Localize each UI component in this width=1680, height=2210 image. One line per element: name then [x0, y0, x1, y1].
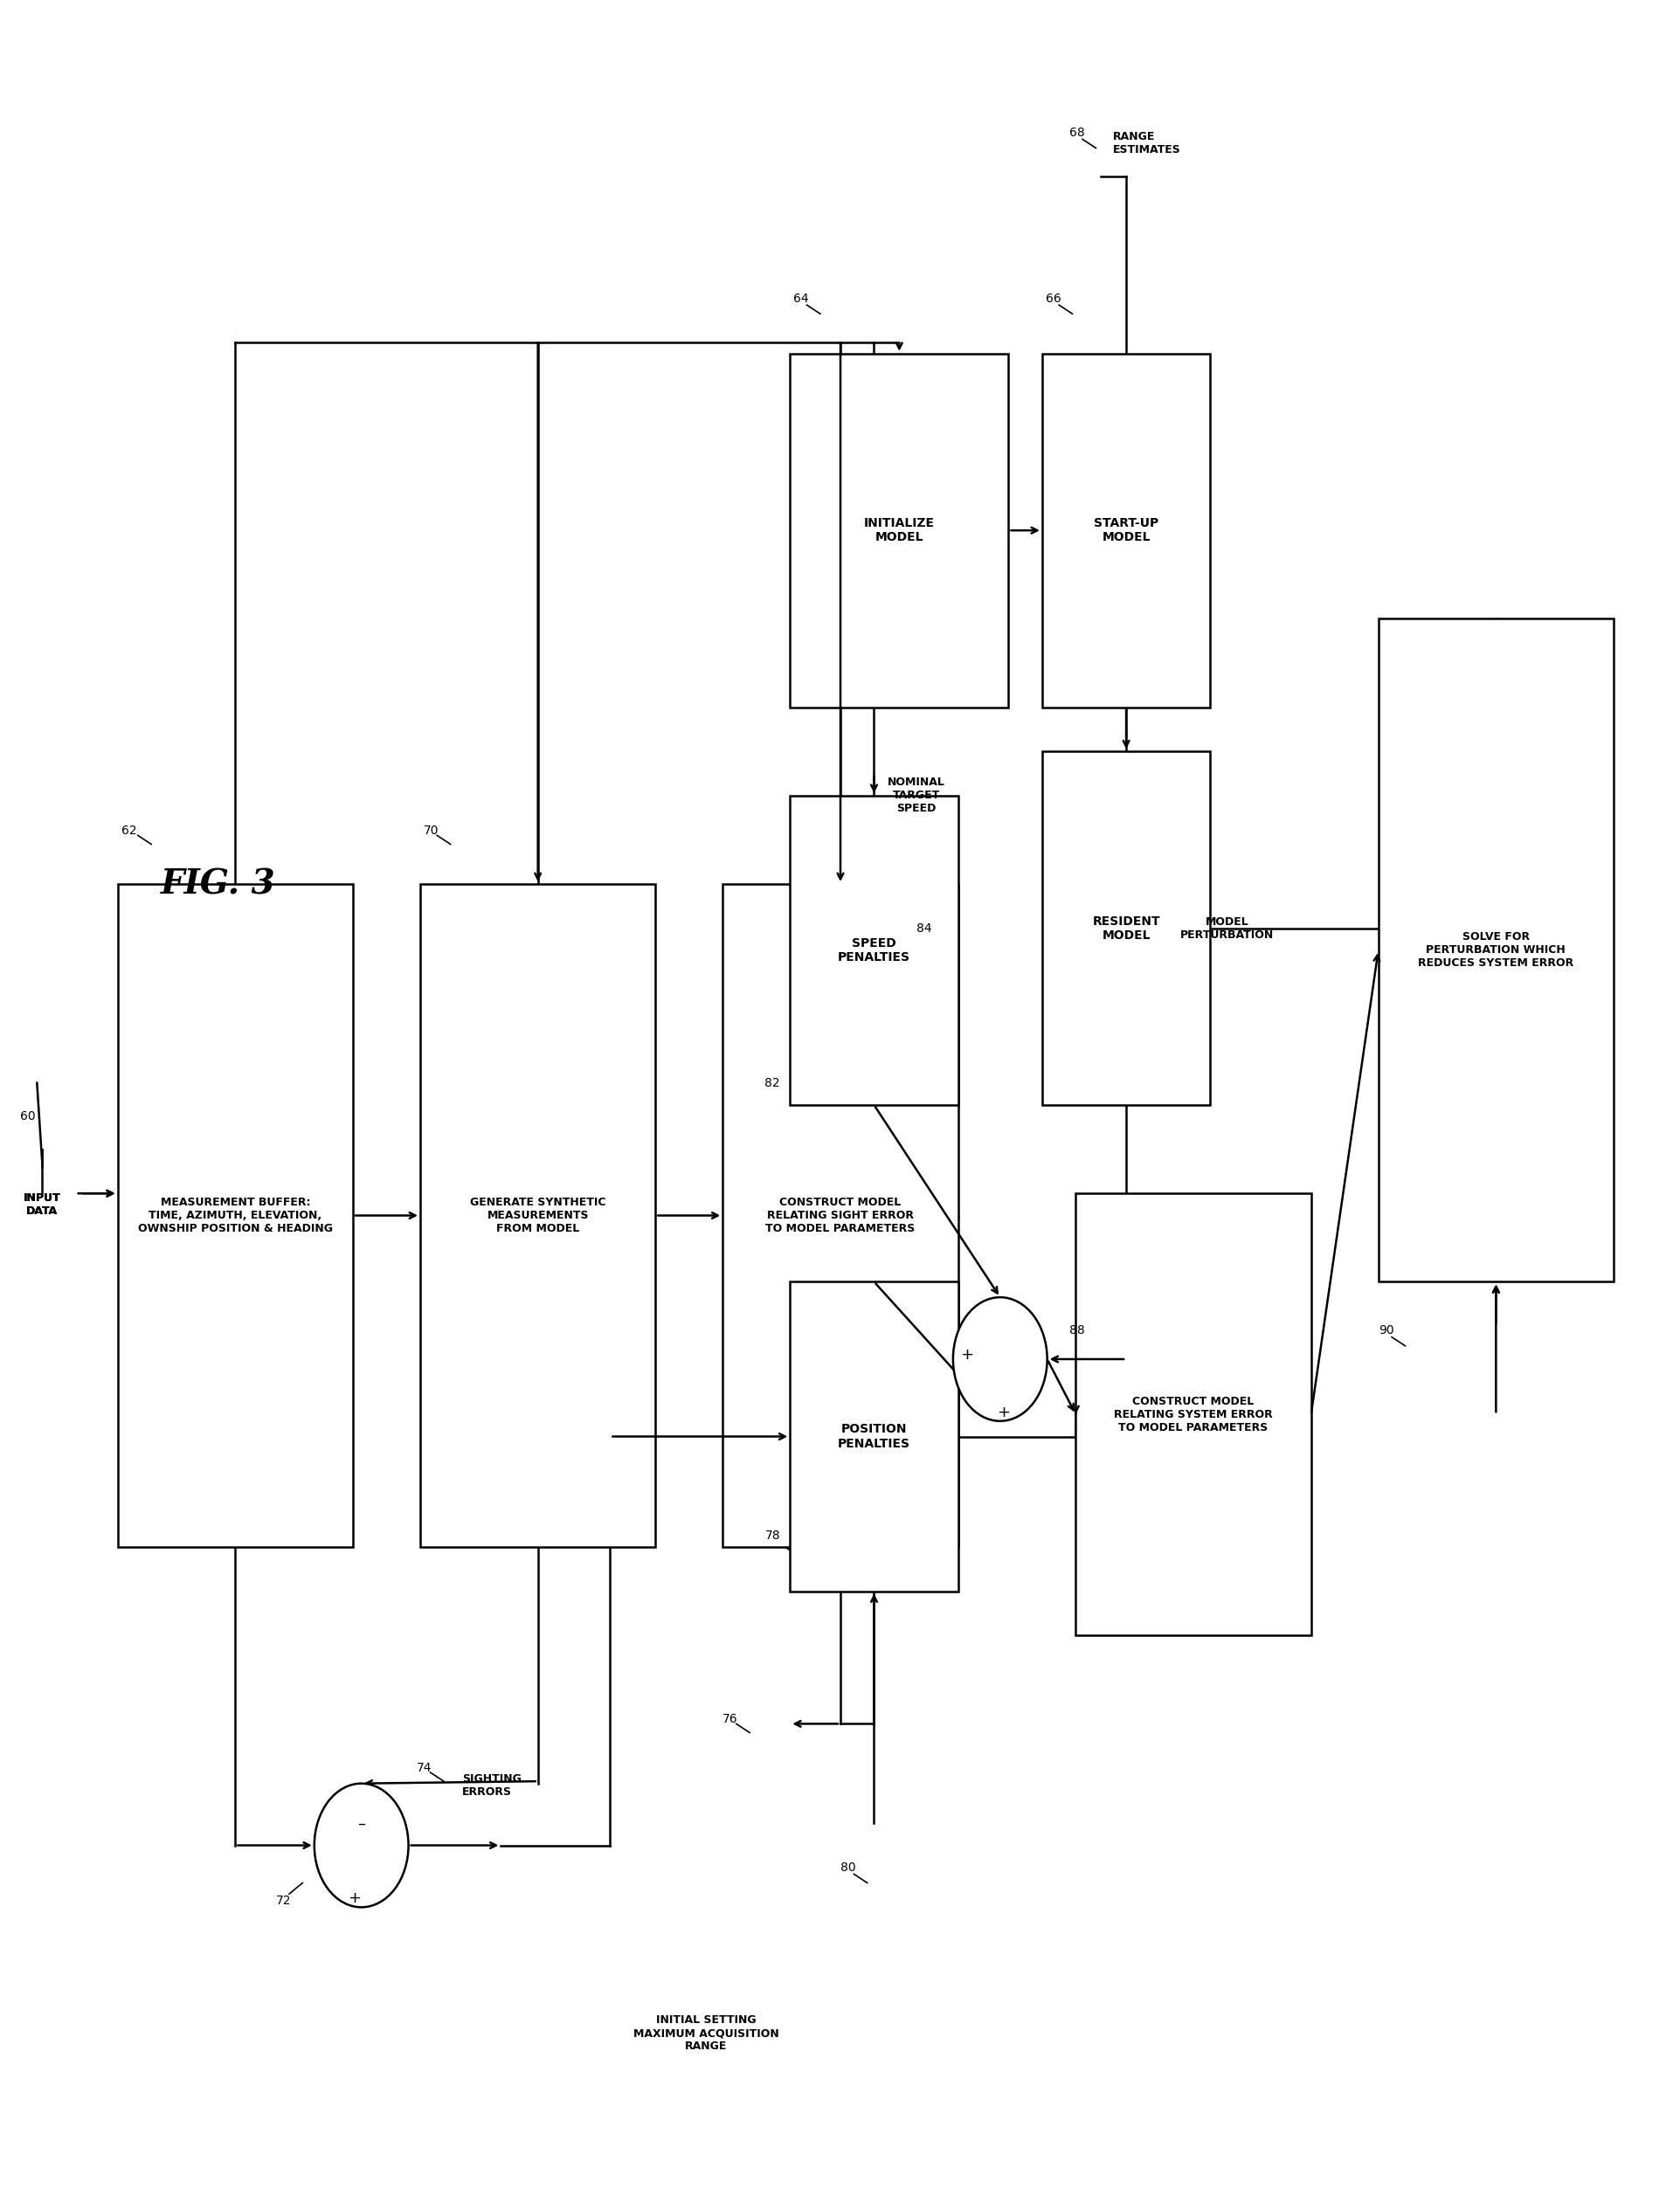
- Text: 86: 86: [966, 1381, 981, 1395]
- Text: INPUT
DATA: INPUT DATA: [24, 1191, 60, 1218]
- Text: SOLVE FOR
PERTURBATION WHICH
REDUCES SYSTEM ERROR: SOLVE FOR PERTURBATION WHICH REDUCES SYS…: [1418, 933, 1572, 968]
- Text: SIGHTING
ERRORS: SIGHTING ERRORS: [462, 1772, 521, 1799]
- Text: SPEED
PENALTIES: SPEED PENALTIES: [837, 937, 911, 964]
- Text: +: +: [348, 1890, 361, 1907]
- Bar: [790, 354, 1008, 707]
- Text: POSITION
PENALTIES: POSITION PENALTIES: [837, 1423, 911, 1450]
- Bar: [1042, 751, 1210, 1105]
- Text: 78: 78: [764, 1529, 780, 1543]
- Text: MEASUREMENT BUFFER:
TIME, AZIMUTH, ELEVATION,
OWNSHIP POSITION & HEADING: MEASUREMENT BUFFER: TIME, AZIMUTH, ELEVA…: [138, 1198, 333, 1233]
- Text: CONSTRUCT MODEL
RELATING SIGHT ERROR
TO MODEL PARAMETERS: CONSTRUCT MODEL RELATING SIGHT ERROR TO …: [764, 1198, 916, 1233]
- Circle shape: [953, 1297, 1047, 1421]
- Text: RESIDENT
MODEL: RESIDENT MODEL: [1092, 915, 1159, 941]
- Text: 66: 66: [1045, 292, 1060, 305]
- Text: 74: 74: [417, 1761, 432, 1775]
- Text: 62: 62: [121, 824, 136, 838]
- Bar: [790, 1282, 958, 1591]
- Bar: [1042, 354, 1210, 707]
- Text: NOMINAL
TARGET
SPEED: NOMINAL TARGET SPEED: [887, 778, 944, 813]
- Text: 90: 90: [1378, 1324, 1393, 1337]
- Text: 76: 76: [722, 1713, 738, 1726]
- Text: 80: 80: [840, 1861, 855, 1874]
- Text: INPUT
DATA: INPUT DATA: [24, 1191, 60, 1218]
- Bar: [1378, 619, 1613, 1282]
- Text: 68: 68: [1068, 126, 1084, 139]
- Text: INPUT
DATA: INPUT DATA: [24, 1191, 60, 1218]
- Text: –: –: [358, 1814, 365, 1832]
- Text: 82: 82: [764, 1076, 780, 1090]
- Text: GENERATE SYNTHETIC
MEASUREMENTS
FROM MODEL: GENERATE SYNTHETIC MEASUREMENTS FROM MOD…: [470, 1198, 605, 1233]
- Text: 72: 72: [276, 1894, 291, 1907]
- Text: MODEL
PERTURBATION: MODEL PERTURBATION: [1179, 915, 1273, 941]
- Text: FIG. 3: FIG. 3: [161, 866, 276, 902]
- Text: START-UP
MODEL: START-UP MODEL: [1094, 517, 1158, 544]
- Text: +: +: [959, 1346, 973, 1364]
- Text: INITIAL SETTING
MAXIMUM ACQUISITION
RANGE: INITIAL SETTING MAXIMUM ACQUISITION RANG…: [633, 2016, 778, 2051]
- Text: 60: 60: [20, 1109, 35, 1123]
- Text: INITIALIZE
MODEL: INITIALIZE MODEL: [864, 517, 934, 544]
- Bar: [420, 884, 655, 1547]
- Text: 70: 70: [423, 824, 438, 838]
- Bar: [722, 884, 958, 1547]
- Text: RANGE
ESTIMATES: RANGE ESTIMATES: [1112, 130, 1179, 157]
- Bar: [790, 796, 958, 1105]
- Text: CONSTRUCT MODEL
RELATING SYSTEM ERROR
TO MODEL PARAMETERS: CONSTRUCT MODEL RELATING SYSTEM ERROR TO…: [1114, 1397, 1272, 1432]
- Text: 88: 88: [1068, 1324, 1084, 1337]
- Text: 84: 84: [916, 922, 931, 935]
- Bar: [1075, 1193, 1310, 1635]
- Text: +: +: [996, 1403, 1010, 1421]
- Text: 64: 64: [793, 292, 808, 305]
- Circle shape: [314, 1783, 408, 1907]
- Bar: [118, 884, 353, 1547]
